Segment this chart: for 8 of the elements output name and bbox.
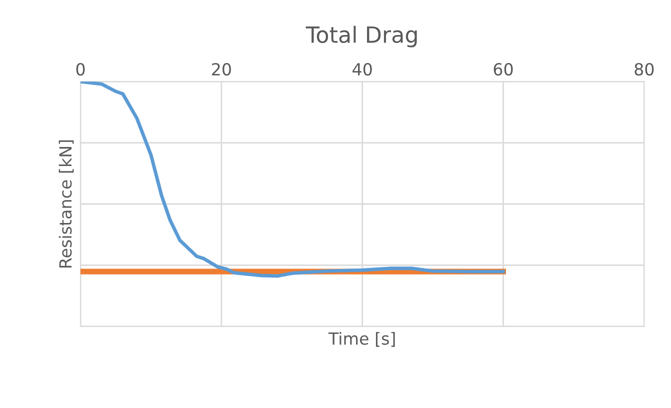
x-axis-title: Time [s] (328, 332, 395, 347)
x-tick-label: 0 (76, 62, 85, 76)
chart-title: Total Drag (306, 26, 417, 48)
x-tick-label: 80 (634, 62, 654, 76)
x-tick-label: 60 (494, 62, 513, 76)
y-axis-title: Resistance [kN] (58, 140, 74, 268)
x-tick-label: 20 (212, 62, 231, 76)
x-tick-label: 40 (352, 62, 372, 76)
